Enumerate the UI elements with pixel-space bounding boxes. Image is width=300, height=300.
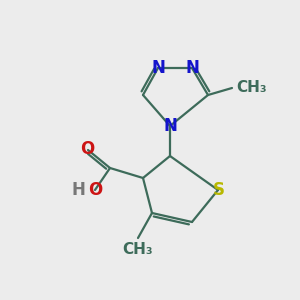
Text: N: N [151, 59, 165, 77]
Text: O: O [88, 181, 102, 199]
Text: CH₃: CH₃ [123, 242, 153, 257]
Text: H: H [71, 181, 85, 199]
Text: S: S [213, 181, 225, 199]
Text: N: N [163, 117, 177, 135]
Text: N: N [185, 59, 199, 77]
Text: CH₃: CH₃ [236, 80, 267, 95]
Text: O: O [80, 140, 94, 158]
